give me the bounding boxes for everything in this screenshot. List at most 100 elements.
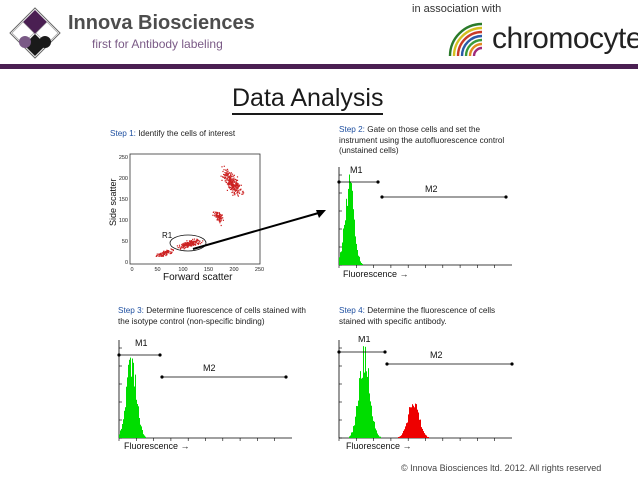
scatter-dot	[230, 180, 232, 182]
histogram-isotype	[119, 357, 146, 438]
scatter-dot	[236, 182, 238, 184]
scatter-dot	[242, 193, 244, 195]
scatter-dot	[238, 190, 240, 192]
histogram-bar	[425, 434, 426, 438]
scatter-dot	[237, 189, 239, 191]
gate-r1-ellipse	[169, 234, 207, 252]
scatter-dot	[180, 246, 182, 248]
scatter-dot	[234, 189, 236, 191]
scatter-dot	[217, 216, 219, 218]
histogram-bar	[398, 437, 399, 438]
scatter-dot	[218, 216, 220, 218]
scatter-dot	[191, 245, 193, 247]
histogram-bar	[129, 359, 130, 438]
scatter-dot	[232, 178, 234, 180]
scatter-dot	[219, 220, 221, 222]
scatter-dot	[217, 215, 219, 217]
scatter-dot	[232, 189, 234, 191]
scatter-dot	[183, 244, 185, 246]
scatter-dot	[186, 242, 188, 244]
brand-tagline: first for Antibody labeling	[92, 37, 223, 51]
histogram-bar	[408, 414, 409, 438]
histogram-bar	[424, 433, 425, 438]
scatter-dot	[164, 253, 166, 256]
scatter-dot	[226, 175, 228, 177]
scatter-dot	[234, 193, 236, 195]
histogram-bar	[362, 377, 363, 438]
scatter-dot	[181, 247, 183, 249]
histogram-bar	[345, 220, 346, 265]
histogram-4-m2-label: M2	[430, 350, 443, 360]
scatter-dot	[228, 182, 230, 184]
page-title: Data Analysis	[232, 83, 384, 115]
histogram-bar	[361, 263, 362, 265]
scatter-dot	[231, 175, 233, 177]
histogram-bar	[356, 406, 357, 438]
scatter-dot	[171, 249, 173, 251]
scatter-dot	[223, 165, 225, 167]
scatter-ticks: 0 50 100 150 200 250 0 50 100 150 200 250	[119, 155, 264, 273]
scatter-dot	[165, 251, 167, 253]
histogram-bar	[138, 406, 139, 438]
scatter-dot	[239, 189, 241, 191]
histogram-bar	[139, 418, 140, 438]
scatter-plot: 0 50 100 150 200 250 0 50 100 150 200 250 R1 Side s…	[108, 153, 264, 273]
scatter-dot	[186, 240, 188, 242]
histogram-step-4: M1 M2	[337, 336, 514, 441]
scatter-dot	[228, 176, 230, 178]
histogram-bar	[371, 405, 372, 438]
scatter-x-tick-label: 0	[130, 267, 133, 273]
scatter-dot	[234, 188, 236, 190]
scatter-dot	[243, 192, 245, 194]
scatter-dot	[217, 219, 219, 221]
scatter-x-tick-label: 250	[255, 267, 264, 273]
scatter-dot	[167, 250, 169, 252]
histogram-bar	[135, 374, 136, 438]
scatter-dot	[169, 253, 171, 255]
scatter-dot	[166, 251, 168, 253]
histogram-bar	[140, 424, 141, 438]
histogram-bar	[141, 426, 142, 438]
scatter-dot	[195, 244, 197, 246]
scatter-dot	[224, 175, 226, 177]
scatter-dot	[161, 255, 163, 257]
scatter-dot	[185, 244, 187, 246]
scatter-dot	[234, 194, 236, 196]
scatter-dot	[232, 194, 234, 196]
scatter-dot	[193, 242, 195, 244]
histogram-bar	[350, 435, 351, 438]
scatter-dot	[165, 253, 167, 255]
step-2-text: Step 2: Gate on those cells and set the …	[339, 125, 517, 157]
scatter-dot	[195, 241, 197, 243]
scatter-dot	[234, 186, 236, 188]
scatter-dot	[223, 169, 225, 171]
scatter-dot	[228, 179, 230, 181]
scatter-dot	[187, 242, 189, 244]
scatter-dot	[177, 247, 179, 249]
scatter-dot	[240, 188, 242, 190]
histogram-bar	[401, 435, 402, 438]
scatter-xlabel: Forward scatter	[163, 272, 233, 283]
scatter-dot	[156, 253, 158, 255]
scatter-dot	[228, 181, 230, 183]
step-4-text: Step 4: Determine the fluorescence of ce…	[339, 306, 519, 327]
scatter-dot	[160, 253, 162, 255]
histogram-bar	[370, 401, 371, 438]
scatter-dot	[179, 247, 181, 249]
scatter-dot	[222, 176, 224, 178]
scatter-dot	[225, 177, 227, 179]
histogram-bar	[130, 357, 131, 438]
histogram-bar	[357, 406, 358, 438]
scatter-dot	[199, 240, 201, 242]
scatter-dot	[224, 174, 226, 176]
histogram-bar	[414, 407, 415, 438]
scatter-dot	[230, 172, 232, 174]
histogram-bar	[422, 428, 423, 438]
scatter-dot	[226, 183, 229, 185]
scatter-dot	[216, 215, 218, 217]
scatter-dot	[216, 218, 218, 220]
scatter-dot	[224, 180, 226, 182]
scatter-dot	[233, 188, 235, 190]
histogram-specific-positive	[398, 403, 429, 438]
scatter-dot	[236, 183, 238, 185]
